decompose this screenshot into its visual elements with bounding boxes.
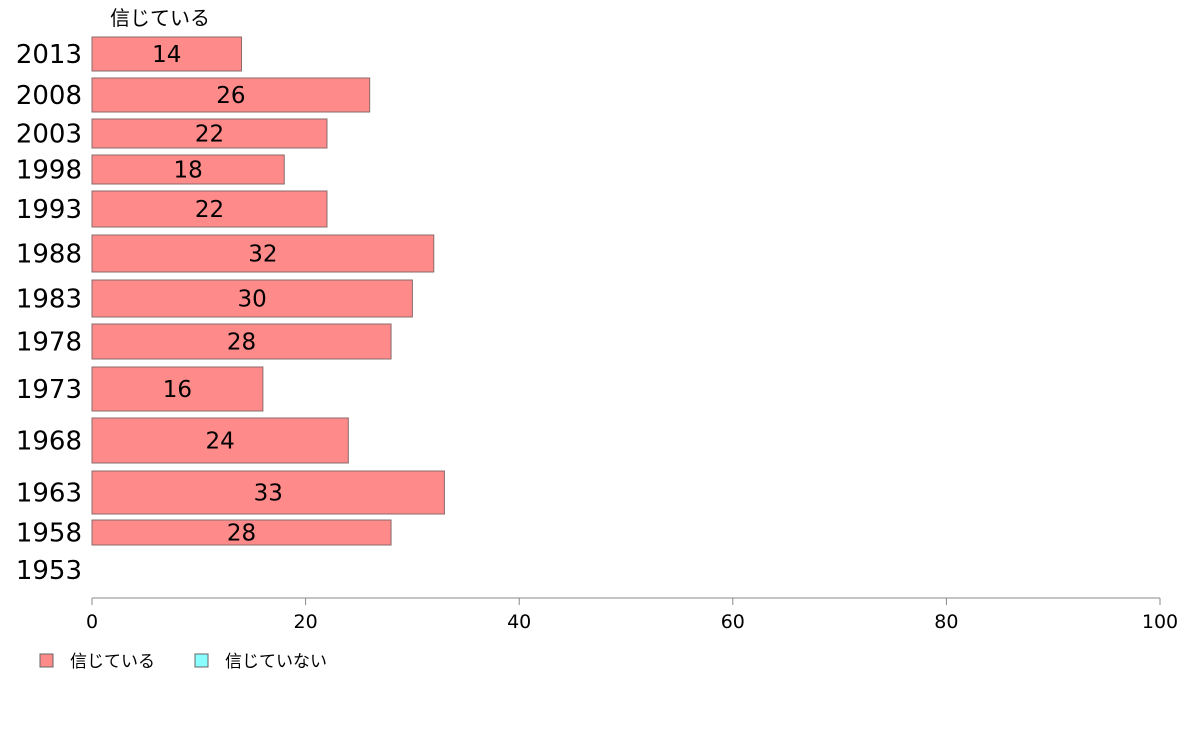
y-tick-label: 1953 [16,556,82,586]
data-label: 30 [238,287,267,313]
data-label: 22 [195,197,224,223]
bar-believe [91,323,392,360]
bar-believe [91,190,328,228]
y-tick-label: 1958 [16,519,82,549]
bar-believe [91,279,413,318]
bar-believe [91,118,328,149]
bar-believe [91,77,371,113]
y-tick-label: 1978 [16,328,82,358]
y-tick-label: 1963 [16,479,82,509]
y-tick-label: 1993 [16,195,82,225]
legend-swatch [194,653,209,668]
x-tick-label: 20 [294,611,318,633]
y-tick-label: 1973 [16,375,82,405]
legend-label: 信じていない [225,652,327,672]
y-tick-label: 2013 [16,40,82,70]
x-axis: 0 20 40 60 80 100 [86,597,1178,633]
x-tick-label: 80 [934,611,958,633]
y-tick-label: 1968 [16,427,82,457]
data-label: 26 [216,83,245,109]
bar-believe [91,36,243,72]
y-tick-label: 2003 [16,120,82,150]
data-label: 18 [173,158,202,184]
data-label: 32 [248,242,277,268]
data-label: 16 [163,377,192,403]
legend-label: 信じている [70,652,155,672]
bar-believe [91,417,349,464]
x-tick-label: 60 [721,611,745,633]
legend: 信じている 信じていない [39,652,327,672]
x-tick-label: 40 [507,611,531,633]
data-label: 28 [227,330,256,356]
x-tick-label: 100 [1142,611,1178,633]
data-label: 24 [206,429,235,455]
legend-swatch [39,653,54,668]
data-label: 22 [195,122,224,148]
series-header: 信じている [110,6,210,30]
bar-believe [91,519,392,546]
y-axis: 2013 2008 2003 1998 1993 1988 1983 1978 1973 1968… [16,40,82,586]
data-label: 14 [152,42,181,68]
y-tick-label: 1983 [16,285,82,315]
bar-believe [91,470,445,515]
data-label: 33 [254,481,283,507]
bar-believe [91,154,285,185]
y-tick-label: 1988 [16,240,82,270]
bar-believe [91,366,264,412]
y-tick-label: 1998 [16,156,82,186]
bar-believe [91,234,435,273]
y-tick-label: 2008 [16,81,82,111]
x-tick-label: 0 [86,611,98,633]
bars-group: 14 26 22 18 22 32 30 28 16 24 33 28 [91,36,445,547]
data-label: 28 [227,521,256,547]
